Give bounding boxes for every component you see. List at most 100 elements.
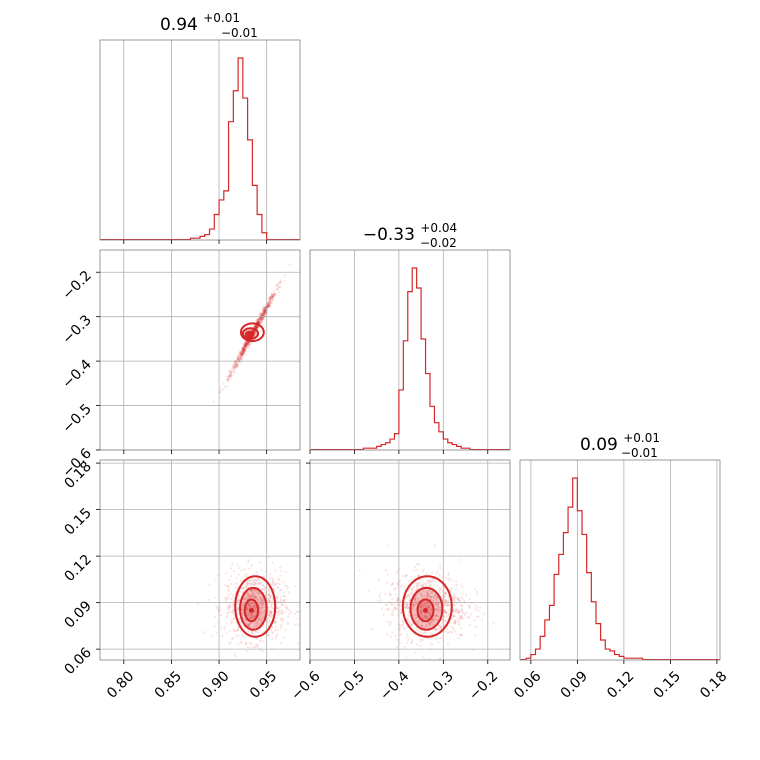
scatter-point-p1-p2 — [477, 615, 480, 618]
scatter-point-p1-p2 — [429, 631, 432, 635]
scatter-point-p1-p2 — [399, 600, 403, 603]
tick-label-y-p2: 0.12 — [61, 552, 94, 585]
scatter-point-p0-p1 — [254, 326, 257, 329]
scatter-point-p1-p2 — [426, 594, 429, 597]
scatter-point-p0-p2 — [249, 614, 252, 617]
scatter-point-p1-p2 — [407, 610, 410, 614]
scatter-point-p1-p2 — [461, 585, 464, 589]
scatter-point-p0-p1 — [234, 364, 238, 367]
scatter-point-p0-p2 — [260, 587, 264, 591]
scatter-point-p1-p2 — [418, 609, 421, 612]
scatter-point-p0-p2 — [286, 585, 289, 588]
scatter-point-p0-p2 — [247, 612, 250, 616]
scatter-point-p0-p1 — [268, 298, 271, 301]
grid-layer — [100, 40, 718, 660]
scatter-point-p1-p2 — [482, 612, 485, 615]
scatter-point-p0-p1 — [283, 274, 287, 277]
scatter-point-p0-p2 — [250, 631, 254, 634]
scatter-point-p1-p2 — [406, 602, 409, 606]
scatter-point-p1-p2 — [404, 606, 407, 609]
scatter-point-p0-p2 — [263, 590, 267, 593]
scatter-point-p0-p1 — [266, 305, 269, 309]
scatter-point-p0-p1 — [273, 292, 277, 295]
scatter-point-p1-p2 — [432, 619, 435, 623]
scatter-point-p1-p2 — [454, 597, 457, 600]
scatter-point-p1-p2 — [445, 599, 448, 603]
scatter-point-p0-p2 — [260, 631, 263, 634]
scatter-point-p0-p1 — [245, 344, 248, 347]
scatter-point-p1-p2 — [447, 598, 450, 602]
scatter-point-p0-p2 — [262, 640, 265, 643]
scatter-point-p0-p1 — [268, 301, 272, 305]
scatter-point-p1-p2 — [402, 626, 405, 630]
scatter-point-p1-p2 — [382, 613, 385, 616]
scatter-point-p1-p2 — [386, 544, 389, 547]
scatter-point-p0-p1 — [253, 325, 256, 328]
scatter-point-p0-p2 — [250, 590, 253, 593]
scatter-point-p0-p2 — [251, 613, 254, 616]
scatter-point-p0-p1 — [243, 342, 246, 345]
scatter-point-p1-p2 — [412, 604, 415, 607]
panel-frame-0-0 — [99, 39, 301, 241]
scatter-point-p0-p1 — [232, 366, 235, 369]
scatter-point-p0-p2 — [288, 608, 291, 611]
scatter-point-p0-p2 — [246, 622, 249, 625]
scatter-point-p0-p2 — [260, 620, 263, 623]
scatter-point-p0-p1 — [260, 319, 263, 322]
scatter-point-p0-p1 — [259, 320, 262, 323]
scatter-point-p0-p2 — [257, 578, 260, 582]
scatter-point-p0-p2 — [232, 628, 235, 631]
scatter-point-p1-p2 — [425, 625, 429, 628]
scatter-point-p1-p2 — [416, 575, 420, 578]
scatter-point-p1-p2 — [411, 606, 414, 609]
scatter-point-p0-p1 — [237, 355, 240, 358]
scatter-point-p0-p1 — [242, 350, 245, 353]
scatter-point-p0-p1 — [277, 282, 280, 285]
scatter-point-p1-p2 — [403, 645, 406, 648]
scatter-point-p0-p1 — [233, 365, 236, 368]
scatter-point-p1-p2 — [437, 615, 440, 618]
scatter-point-p1-p2 — [424, 577, 428, 580]
scatter-point-p0-p2 — [246, 574, 249, 578]
scatter-point-p0-p1 — [244, 344, 248, 347]
scatter-point-p0-p2 — [220, 627, 223, 630]
scatter-point-p1-p2 — [425, 616, 429, 619]
scatter-point-p0-p1 — [243, 347, 246, 350]
scatter-point-p0-p1 — [256, 319, 260, 323]
scatter-point-p0-p1 — [235, 361, 238, 364]
scatter-point-p0-p1 — [261, 307, 265, 311]
scatter-point-p1-p2 — [399, 611, 402, 614]
scatter-point-p0-p2 — [256, 599, 260, 602]
scatter-point-p0-p2 — [280, 609, 283, 612]
scatter-point-p1-p2 — [444, 595, 447, 598]
scatter-point-p0-p1 — [243, 345, 246, 348]
scatter-point-p1-p2 — [478, 605, 482, 609]
scatter-point-p0-p2 — [251, 606, 254, 609]
scatter-point-p0-p2 — [208, 598, 211, 601]
scatter-point-p1-p2 — [416, 621, 419, 624]
scatter-point-p0-p1 — [251, 329, 255, 332]
scatter-point-p0-p1 — [274, 292, 277, 295]
scatter-point-p0-p1 — [256, 326, 259, 329]
scatter-point-p0-p1 — [253, 331, 257, 335]
panel-frame-1-0 — [99, 249, 301, 451]
scatter-point-p1-p2 — [419, 606, 422, 609]
scatter-point-p0-p1 — [238, 352, 241, 356]
scatter-point-p0-p2 — [245, 598, 248, 601]
scatter-point-p0-p2 — [269, 576, 272, 580]
scatter-point-p1-p2 — [435, 628, 438, 631]
scatter-point-p0-p1 — [279, 280, 282, 284]
scatter-point-p1-p2 — [415, 602, 418, 605]
scatter-point-p0-p2 — [232, 612, 235, 615]
scatter-point-p0-p2 — [269, 591, 272, 594]
scatter-point-p1-p2 — [391, 581, 395, 585]
scatter-point-p0-p2 — [255, 579, 259, 582]
scatter-point-p0-p1 — [260, 314, 263, 317]
scatter-point-p0-p1 — [254, 325, 257, 328]
scatter-point-p1-p2 — [401, 619, 404, 623]
scatter-point-p0-p2 — [289, 611, 293, 614]
scatter-point-p1-p2 — [426, 590, 429, 593]
scatter-point-p0-p2 — [236, 607, 239, 610]
scatter-point-p1-p2 — [437, 610, 440, 613]
scatter-point-p0-p1 — [252, 329, 255, 333]
